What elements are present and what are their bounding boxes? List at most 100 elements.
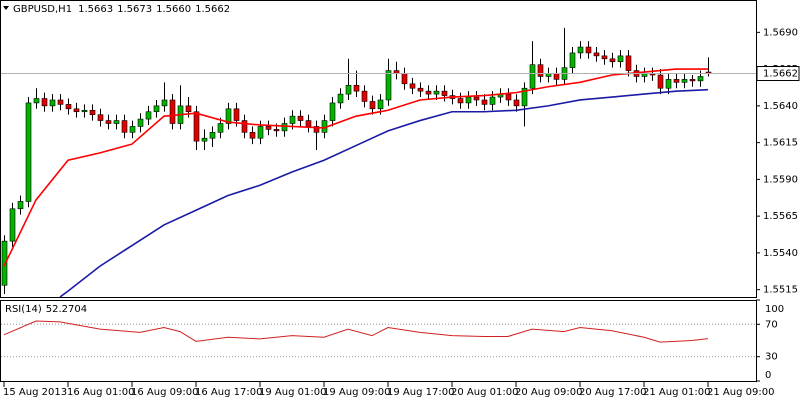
main-pane	[0, 0, 757, 298]
candle-body	[1, 240, 8, 286]
x-tick-label: 19 Aug 01:00	[259, 387, 326, 398]
candle-body	[17, 201, 24, 210]
candle-body	[609, 58, 616, 63]
candle-body	[217, 123, 224, 133]
candle-body	[89, 109, 96, 115]
chart-title: GBPUSD,H1 1.5663 1.5673 1.5660 1.5662	[13, 4, 230, 15]
x-tick-label: 21 Aug 01:00	[643, 387, 710, 398]
candle-body	[505, 93, 512, 101]
candle-body	[441, 90, 448, 96]
candle-body	[209, 132, 216, 139]
candle-body	[185, 105, 192, 113]
candle-body	[665, 79, 672, 89]
candle-body	[129, 126, 136, 133]
candle-body	[305, 120, 312, 127]
candle-body	[33, 98, 40, 104]
candle-body	[297, 115, 304, 121]
menu-arrow	[3, 6, 9, 10]
candle-body	[9, 208, 16, 242]
x-tick-label: 19 Aug 17:00	[387, 387, 454, 398]
y-tick-label: 1.5540	[763, 248, 798, 259]
candle-body	[121, 120, 128, 133]
candle-body	[489, 96, 496, 105]
x-tick-label: 16 Aug 09:00	[131, 387, 198, 398]
x-tick-label: 15 Aug 2013	[3, 387, 67, 398]
candle-body	[521, 87, 528, 107]
rsi-tick-label: 0	[765, 370, 771, 381]
candle-body	[369, 101, 376, 110]
ohlc-low: 1.5660	[156, 4, 191, 15]
moving-average	[59, 88, 709, 297]
x-tick-label: 20 Aug 01:00	[451, 387, 518, 398]
candle-body	[273, 129, 280, 132]
indicator-name: RSI(14)	[5, 304, 42, 315]
candle-body	[553, 73, 560, 80]
candle-body	[657, 74, 664, 89]
candle-body	[417, 87, 424, 92]
rsi-tick-label: 100	[765, 304, 784, 315]
x-tick-label: 21 Aug 09:00	[707, 387, 774, 398]
y-tick-label: 1.5615	[763, 138, 798, 149]
candle-body	[385, 70, 392, 101]
candle-body	[137, 118, 144, 127]
candle-body	[617, 55, 624, 63]
candle-body	[513, 99, 520, 107]
candle-body	[673, 79, 680, 83]
candle-body	[569, 52, 576, 68]
candle-body	[337, 93, 344, 104]
candle-body	[457, 98, 464, 104]
symbol: GBPUSD,H1	[13, 4, 72, 15]
x-tick-label: 20 Aug 09:00	[515, 387, 582, 398]
candle-body	[345, 84, 352, 95]
candle-body	[529, 64, 536, 89]
candle-body	[249, 132, 256, 139]
indicator-title: RSI(14) 52.2704	[5, 304, 87, 315]
candle-body	[113, 120, 120, 124]
x-tick-label: 19 Aug 09:00	[323, 387, 390, 398]
candle-body	[401, 73, 408, 85]
candle-body	[473, 96, 480, 101]
candle-body	[49, 99, 56, 107]
x-tick-label: 16 Aug 17:00	[195, 387, 262, 398]
candle-body	[241, 120, 248, 133]
candle-body	[265, 126, 272, 130]
y-tick-label: 1.5690	[763, 27, 798, 38]
candle-body	[537, 64, 544, 77]
rsi-pane	[0, 300, 757, 382]
candle-body	[465, 96, 472, 104]
ohlc-open: 1.5663	[78, 4, 113, 15]
candle-body	[289, 115, 296, 124]
candle-body	[425, 90, 432, 95]
last-price-label: 1.5662	[763, 69, 798, 80]
candle-body	[409, 83, 416, 89]
candle-body	[433, 90, 440, 95]
candle-body	[481, 99, 488, 105]
candle-body	[329, 102, 336, 121]
candle-body	[233, 108, 240, 121]
x-tick-label: 16 Aug 01:00	[67, 387, 134, 398]
candle-body	[281, 123, 288, 132]
rsi-line	[3, 320, 709, 343]
candle-body	[577, 46, 584, 54]
candle-body	[593, 52, 600, 57]
candle-body	[585, 46, 592, 54]
candle-body	[225, 108, 232, 124]
candle-body	[145, 111, 152, 120]
candle-body	[193, 111, 200, 142]
candle-body	[97, 114, 104, 121]
candle-body	[689, 79, 696, 82]
candle-body	[73, 108, 80, 113]
candle-body	[57, 99, 64, 105]
last-price-box	[756, 66, 800, 82]
main-plot	[1, 27, 712, 297]
rsi-tick-label: 70	[765, 319, 778, 330]
ohlc-close: 1.5662	[195, 4, 230, 15]
indicator-value: 52.2704	[46, 304, 87, 315]
candle-body	[169, 99, 176, 124]
candle-body	[201, 137, 208, 142]
candle-body	[697, 76, 704, 82]
candle-body	[601, 55, 608, 60]
candle-body	[153, 105, 160, 113]
